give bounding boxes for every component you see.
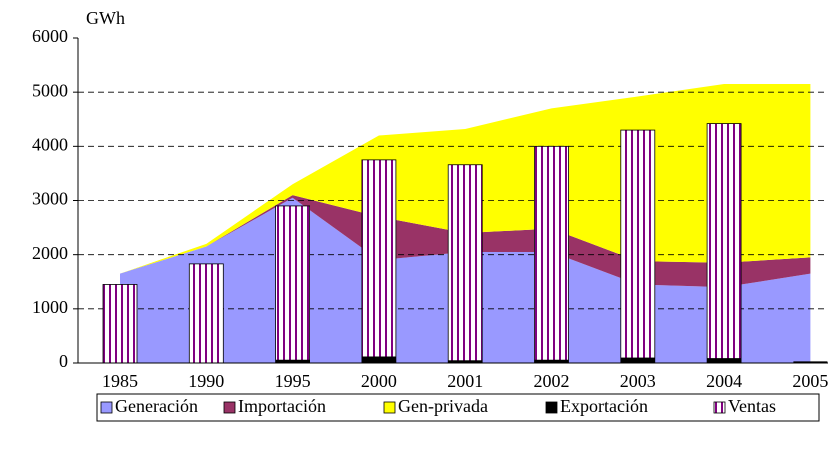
x-tick-label: 2004 bbox=[706, 371, 742, 391]
legend-swatch bbox=[223, 401, 236, 414]
bar bbox=[102, 284, 138, 364]
x-tick-label: 1995 bbox=[275, 371, 311, 391]
y-tick-label: 0 bbox=[59, 351, 68, 371]
bar bbox=[275, 359, 310, 363]
y-tick-label: 6000 bbox=[32, 26, 68, 46]
legend-box bbox=[96, 393, 820, 422]
y-tick-label: 1000 bbox=[32, 297, 68, 317]
x-tick-label: 2000 bbox=[361, 371, 397, 391]
x-tick-label: 2003 bbox=[620, 371, 656, 391]
bar bbox=[706, 123, 742, 364]
bar bbox=[447, 164, 483, 364]
bar bbox=[534, 145, 569, 364]
y-axis-label: GWh bbox=[86, 8, 125, 28]
legend-label: Ventas bbox=[728, 396, 776, 416]
bar bbox=[793, 361, 828, 363]
bar bbox=[620, 129, 656, 364]
bar bbox=[361, 159, 397, 364]
bar bbox=[361, 356, 396, 363]
x-tick-label: 2005 bbox=[792, 371, 828, 391]
bar bbox=[534, 359, 569, 363]
bar bbox=[448, 360, 483, 363]
x-tick-label: 1990 bbox=[188, 371, 224, 391]
legend-swatch bbox=[383, 401, 396, 414]
x-tick-label: 1985 bbox=[102, 371, 138, 391]
bar bbox=[707, 358, 742, 363]
x-tick-label: 2001 bbox=[447, 371, 483, 391]
y-tick-label: 3000 bbox=[32, 189, 68, 209]
legend-swatch bbox=[100, 401, 113, 414]
x-tick-label: 2002 bbox=[534, 371, 570, 391]
legend-label: Exportación bbox=[560, 396, 648, 416]
legend-swatch bbox=[545, 401, 558, 414]
legend-label: Importación bbox=[238, 396, 326, 416]
y-tick-label: 4000 bbox=[32, 134, 68, 154]
y-tick-label: 5000 bbox=[32, 80, 68, 100]
y-tick-label: 2000 bbox=[32, 243, 68, 263]
legend-label: Generación bbox=[115, 396, 198, 416]
legend-label: Gen-privada bbox=[398, 396, 488, 416]
bar bbox=[275, 205, 311, 364]
legend-swatch bbox=[713, 401, 726, 414]
bar bbox=[620, 357, 655, 363]
bar bbox=[188, 263, 224, 364]
